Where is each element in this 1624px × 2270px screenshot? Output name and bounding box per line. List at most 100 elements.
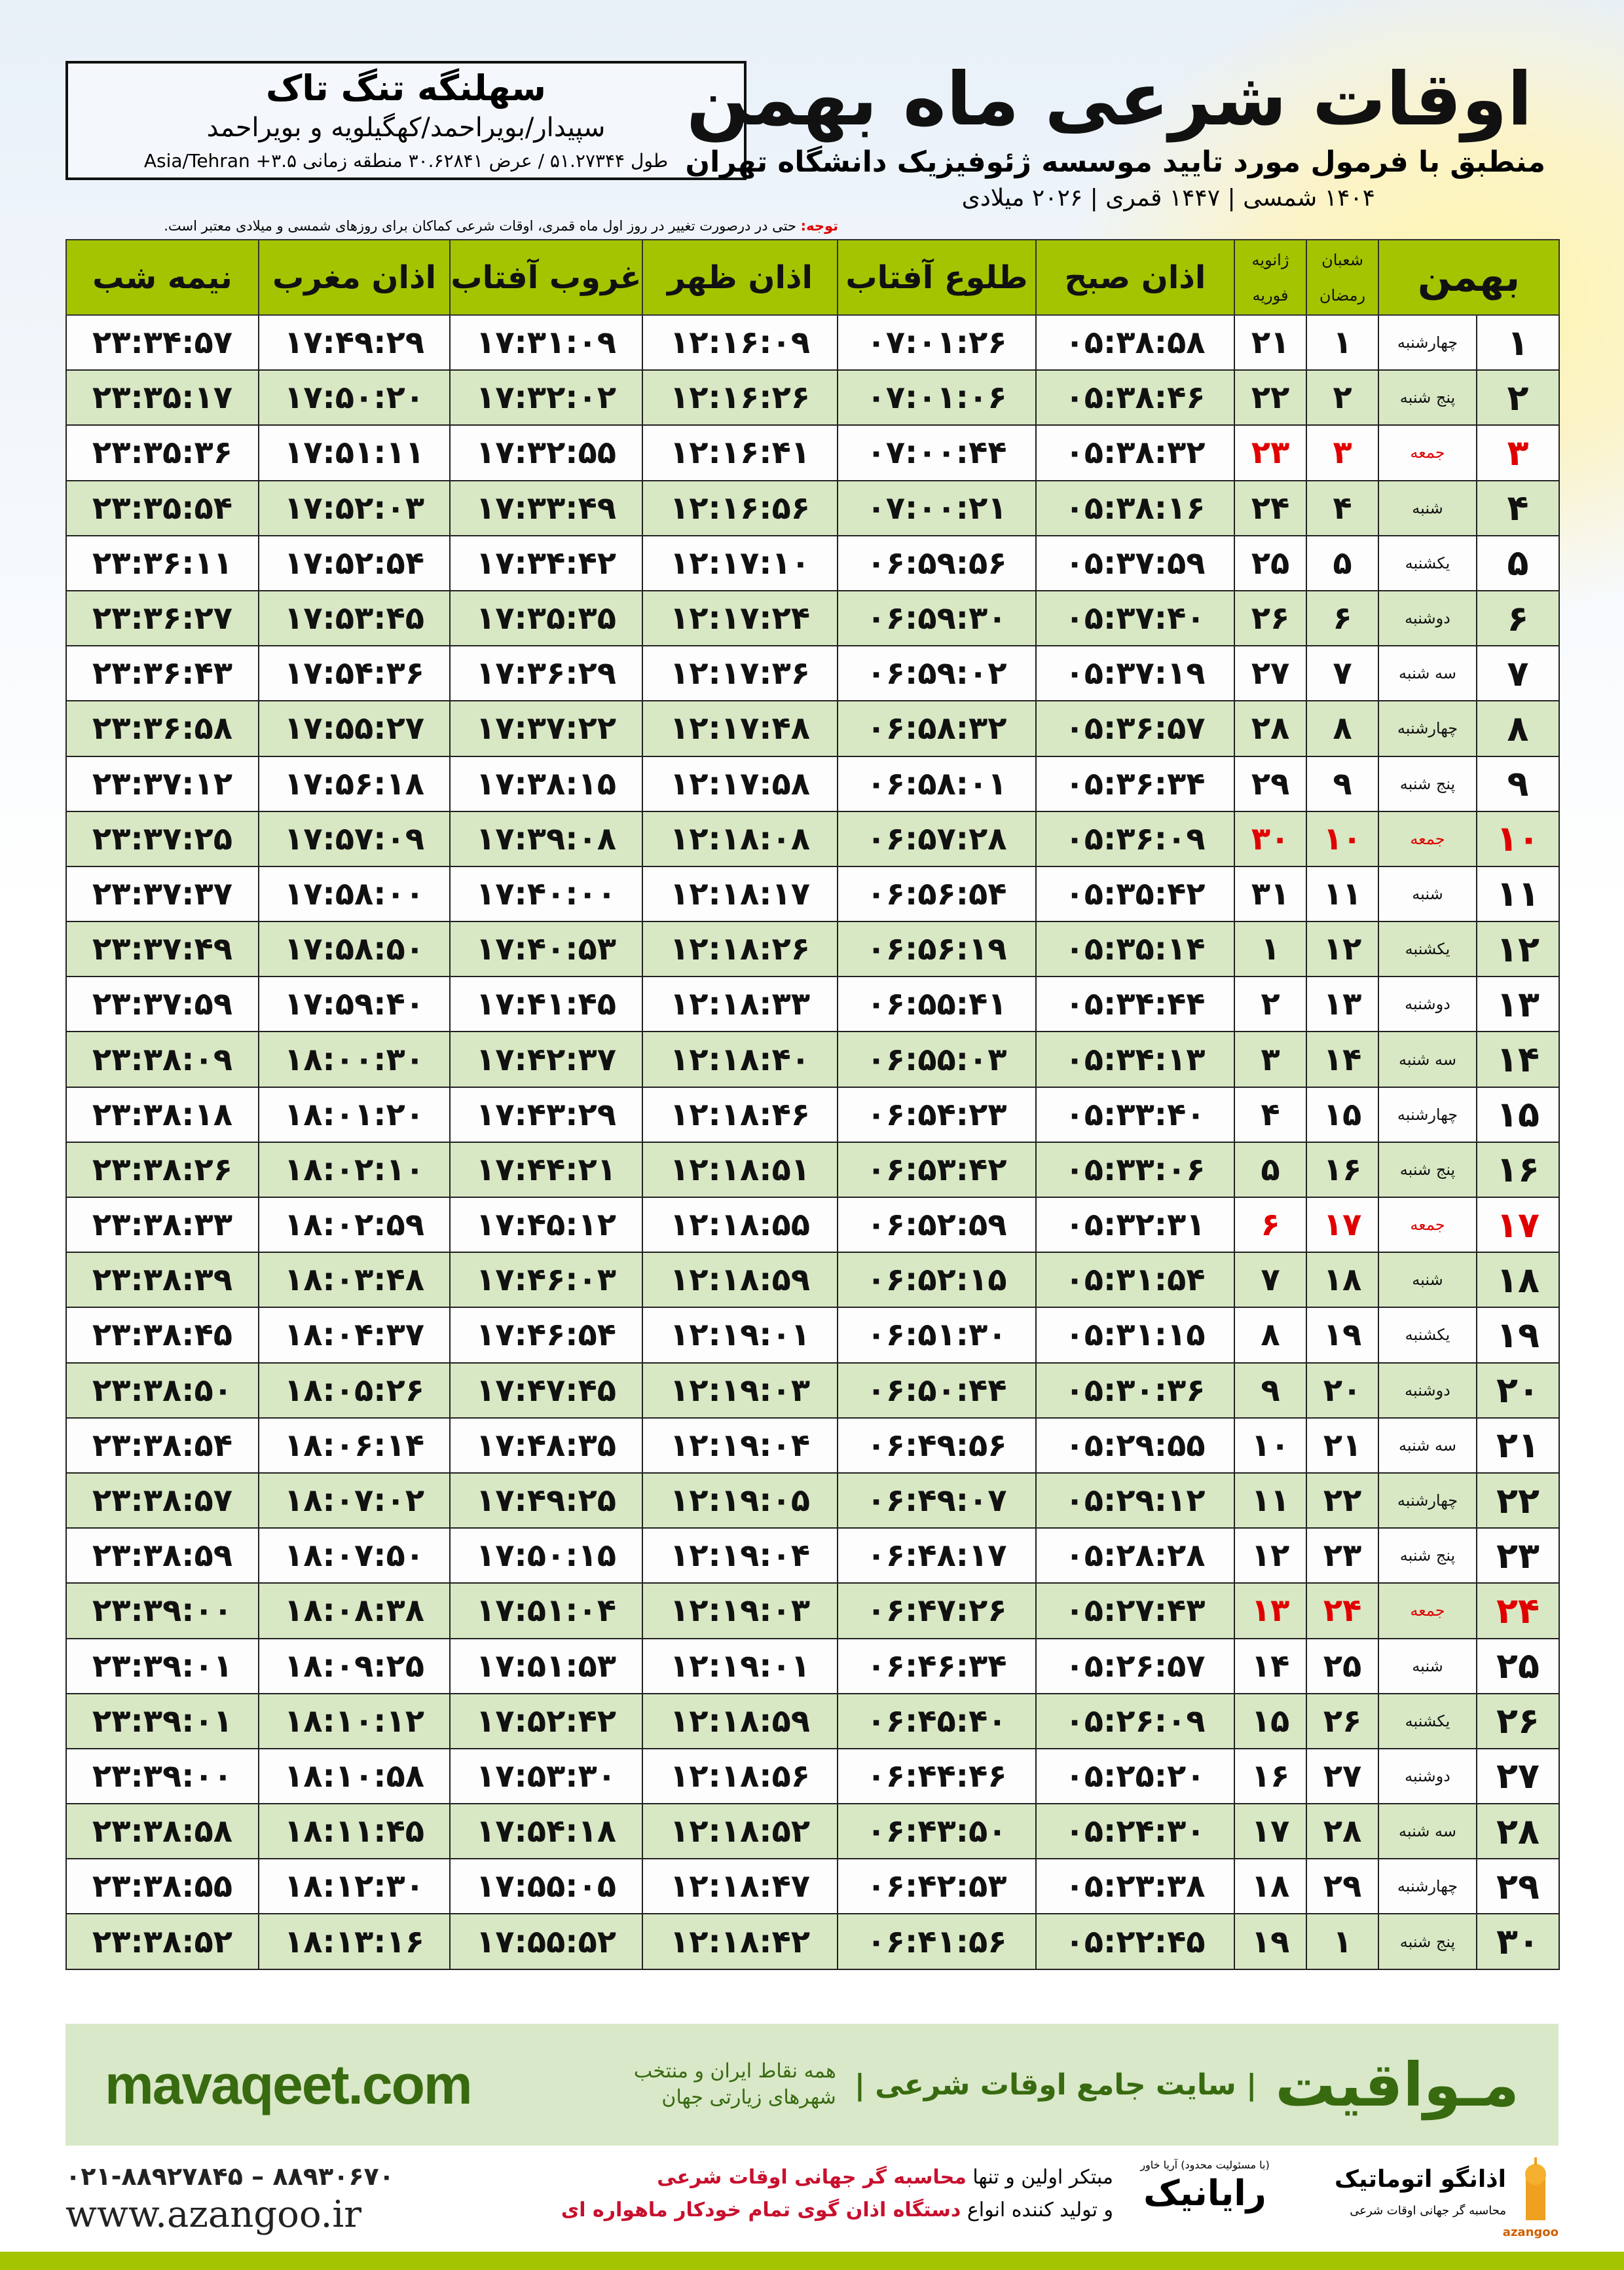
cell-day: ۲۹	[1475, 1858, 1560, 1915]
cell-hijri-day: ۲۹	[1306, 1858, 1379, 1915]
cell-gregorian-day: ۲۸	[1234, 700, 1307, 757]
cell-sunset: ۱۷:۴۲:۳۷	[449, 1031, 643, 1088]
cell-dhuhr: ۱۲:۱۸:۰۸	[642, 810, 838, 867]
cell-midnight: ۲۳:۳۸:۴۵	[65, 1307, 259, 1364]
cell-dhuhr: ۱۲:۱۸:۵۱	[642, 1141, 838, 1199]
cell-sunset: ۱۷:۳۳:۴۹	[449, 479, 643, 536]
cell-fajr: ۰۵:۳۷:۴۰	[1035, 589, 1235, 647]
cell-fajr: ۰۵:۲۹:۱۲	[1035, 1472, 1235, 1529]
cell-sunrise: ۰۶:۵۳:۴۲	[837, 1141, 1037, 1199]
cell-dhuhr: ۱۲:۱۹:۰۴	[642, 1417, 838, 1474]
cell-day: ۲۴	[1475, 1582, 1560, 1639]
cell-day: ۳۰	[1475, 1913, 1560, 1970]
cell-sunrise: ۰۶:۴۴:۴۶	[837, 1747, 1037, 1805]
cell-fajr: ۰۵:۳۵:۱۴	[1035, 921, 1235, 978]
cell-sunset: ۱۷:۴۶:۰۳	[449, 1252, 643, 1309]
cell-fajr: ۰۵:۳۵:۴۲	[1035, 865, 1235, 923]
mavaqeet-url[interactable]: mavaqeet.com	[105, 2053, 473, 2115]
cell-day: ۱۸	[1475, 1252, 1560, 1309]
cell-dhuhr: ۱۲:۱۶:۲۶	[642, 369, 838, 426]
cell-midnight: ۲۳:۳۸:۵۰	[65, 1362, 259, 1419]
cell-fajr: ۰۵:۲۵:۲۰	[1035, 1747, 1235, 1805]
cell-day: ۱۱	[1475, 865, 1560, 923]
cell-midnight: ۲۳:۳۸:۵۵	[65, 1858, 259, 1915]
cell-dhuhr: ۱۲:۱۸:۵۵	[642, 1196, 838, 1254]
cell-hijri-day: ۱	[1306, 1913, 1379, 1970]
cell-midnight: ۲۳:۳۸:۳۹	[65, 1252, 259, 1309]
header-sunset: غروب آفتاب	[449, 239, 643, 316]
rayanik-logo: (با مسئولیت محدود) آریا خاور رایانیک	[1126, 2158, 1283, 2237]
cell-dhuhr: ۱۲:۱۸:۴۶	[642, 1086, 838, 1143]
table-row: ۲۳:۳۷:۵۹ ۱۷:۵۹:۴۰ ۱۷:۴۱:۴۵ ۱۲:۱۸:۳۳ ۰۶:۵۵:۴۱…	[65, 976, 1560, 1033]
cell-hijri-day: ۲۲	[1306, 1472, 1379, 1529]
cell-sunset: ۱۷:۳۵:۳۵	[449, 589, 643, 647]
azangoo-website[interactable]: www.azangoo.ir	[65, 2193, 362, 2236]
cell-sunset: ۱۷:۴۴:۲۱	[449, 1141, 643, 1199]
cell-fajr: ۰۵:۲۲:۴۵	[1035, 1913, 1235, 1970]
cell-dhuhr: ۱۲:۱۷:۴۸	[642, 700, 838, 757]
cell-midnight: ۲۳:۳۸:۲۶	[65, 1141, 259, 1199]
page-subtitle: منطبق با فرمول مورد تایید موسسه ژئوفیزیک…	[685, 145, 1545, 179]
cell-fajr: ۰۵:۳۸:۴۶	[1035, 369, 1235, 426]
cell-dhuhr: ۱۲:۱۸:۴۲	[642, 1913, 838, 1970]
cell-weekday: جمعه	[1378, 1196, 1477, 1254]
cell-weekday: جمعه	[1378, 424, 1477, 481]
table-row: ۲۳:۳۷:۴۹ ۱۷:۵۸:۵۰ ۱۷:۴۰:۵۳ ۱۲:۱۸:۲۶ ۰۶:۵۶:۱۹…	[65, 921, 1560, 978]
cell-maghrib: ۱۸:۰۰:۳۰	[258, 1031, 451, 1088]
cell-sunrise: ۰۶:۵۵:۴۱	[837, 976, 1037, 1033]
table-row: ۲۳:۳۵:۱۷ ۱۷:۵۰:۲۰ ۱۷:۳۲:۰۲ ۱۲:۱۶:۲۶ ۰۷:۰۱:۰۶…	[65, 369, 1560, 426]
header-gregorian: ژانویه فوریه	[1234, 239, 1307, 316]
cell-sunrise: ۰۷:۰۰:۲۱	[837, 479, 1037, 536]
cell-midnight: ۲۳:۳۵:۳۶	[65, 424, 259, 481]
ad-text: مبتکر اولین و تنها محاسبه گر جهانی اوقات…	[561, 2161, 1113, 2227]
cell-sunrise: ۰۶:۴۸:۱۷	[837, 1527, 1037, 1584]
cell-gregorian-day: ۱	[1234, 921, 1307, 978]
cell-sunrise: ۰۶:۵۲:۱۵	[837, 1252, 1037, 1309]
cell-midnight: ۲۳:۳۸:۱۸	[65, 1086, 259, 1143]
cell-sunrise: ۰۶:۵۰:۴۴	[837, 1362, 1037, 1419]
cell-gregorian-day: ۱۴	[1234, 1637, 1307, 1694]
cell-fajr: ۰۵:۳۴:۴۴	[1035, 976, 1235, 1033]
table-row: ۲۳:۳۹:۰۱ ۱۸:۱۰:۱۲ ۱۷:۵۲:۴۲ ۱۲:۱۸:۵۹ ۰۶:۴۵:۴۰…	[65, 1692, 1560, 1749]
cell-maghrib: ۱۸:۰۲:۱۰	[258, 1141, 451, 1199]
cell-dhuhr: ۱۲:۱۷:۱۰	[642, 534, 838, 591]
cell-midnight: ۲۳:۳۶:۵۸	[65, 700, 259, 757]
cell-hijri-day: ۱۹	[1306, 1307, 1379, 1364]
cell-midnight: ۲۳:۳۷:۲۵	[65, 810, 259, 867]
cell-day: ۱۴	[1475, 1031, 1560, 1088]
table-row: ۲۳:۳۸:۵۹ ۱۸:۰۷:۵۰ ۱۷:۵۰:۱۵ ۱۲:۱۹:۰۴ ۰۶:۴۸:۱۷…	[65, 1527, 1560, 1584]
cell-hijri-day: ۱۰	[1306, 810, 1379, 867]
cell-midnight: ۲۳:۳۸:۵۴	[65, 1417, 259, 1474]
table-row: ۲۳:۳۸:۵۵ ۱۸:۱۲:۳۰ ۱۷:۵۵:۰۵ ۱۲:۱۸:۴۷ ۰۶:۴۲:۵۳…	[65, 1858, 1560, 1915]
cell-hijri-day: ۲۶	[1306, 1692, 1379, 1749]
cell-hijri-day: ۳	[1306, 424, 1379, 481]
note: توجه: حتی در درصورت تغییر در روز اول ماه…	[65, 216, 838, 236]
cell-gregorian-day: ۷	[1234, 1252, 1307, 1309]
cell-sunrise: ۰۶:۵۹:۰۲	[837, 645, 1037, 702]
cell-gregorian-day: ۱۳	[1234, 1582, 1307, 1639]
cell-gregorian-day: ۲۱	[1234, 314, 1307, 371]
cell-weekday: چهارشنبه	[1378, 1472, 1477, 1529]
cell-hijri-day: ۱۵	[1306, 1086, 1379, 1143]
cell-day: ۱	[1475, 314, 1560, 371]
phone-numbers: ۰۲۱-۸۸۹۲۷۸۴۵ – ۸۸۹۳۰۶۷۰	[65, 2162, 394, 2191]
cell-day: ۱۳	[1475, 976, 1560, 1033]
prayer-times-table: نیمه شب اذان مغرب غروب آفتاب اذان ظهر طل…	[65, 239, 1560, 1970]
cell-midnight: ۲۳:۳۸:۳۳	[65, 1196, 259, 1254]
cell-maghrib: ۱۷:۵۸:۰۰	[258, 865, 451, 923]
cell-weekday: سه شنبه	[1378, 1803, 1477, 1860]
header-month: بهمن	[1377, 239, 1560, 316]
cell-maghrib: ۱۷:۵۹:۴۰	[258, 976, 451, 1033]
cell-fajr: ۰۵:۲۶:۰۹	[1035, 1692, 1235, 1749]
cell-maghrib: ۱۸:۱۳:۱۶	[258, 1913, 451, 1970]
table-row: ۲۳:۳۸:۵۸ ۱۸:۱۱:۴۵ ۱۷:۵۴:۱۸ ۱۲:۱۸:۵۲ ۰۶:۴۳:۵۰…	[65, 1803, 1560, 1860]
azangoo-logo-en: azangoo	[1502, 2225, 1559, 2239]
header-hijri-bottom: رمضان	[1319, 286, 1366, 305]
cell-fajr: ۰۵:۳۸:۱۶	[1035, 479, 1235, 536]
cell-sunset: ۱۷:۵۳:۳۰	[449, 1747, 643, 1805]
cell-sunrise: ۰۶:۵۶:۵۴	[837, 865, 1037, 923]
location-box: سهلنگه تنگ تاک سپیدار/بویراحمد/کهگیلویه …	[65, 61, 747, 180]
cell-sunset: ۱۷:۵۴:۱۸	[449, 1803, 643, 1860]
cell-midnight: ۲۳:۳۸:۵۹	[65, 1527, 259, 1584]
cell-sunset: ۱۷:۳۷:۲۲	[449, 700, 643, 757]
